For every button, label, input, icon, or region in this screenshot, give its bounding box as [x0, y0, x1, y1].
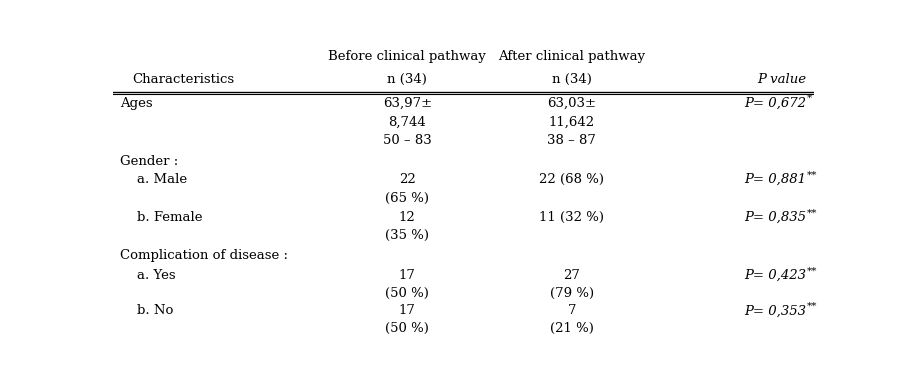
Text: **: ** [805, 171, 816, 180]
Text: 63,03±: 63,03± [547, 97, 596, 109]
Text: P= 0,672: P= 0,672 [744, 97, 805, 109]
Text: P= 0,423: P= 0,423 [744, 269, 805, 282]
Text: 50 – 83: 50 – 83 [383, 133, 431, 147]
Text: 22 (68 %): 22 (68 %) [539, 173, 604, 186]
Text: b. No: b. No [120, 305, 173, 317]
Text: P= 0,835: P= 0,835 [744, 211, 805, 224]
Text: 7: 7 [567, 305, 575, 317]
Text: 63,97±: 63,97± [382, 97, 432, 109]
Text: Ages: Ages [120, 97, 153, 109]
Text: 17: 17 [398, 305, 415, 317]
Text: n (34): n (34) [386, 73, 427, 86]
Text: Before clinical pathway: Before clinical pathway [328, 50, 486, 63]
Text: (50 %): (50 %) [385, 287, 429, 300]
Text: 22: 22 [398, 173, 415, 186]
Text: *: * [805, 94, 811, 103]
Text: 11 (32 %): 11 (32 %) [539, 211, 604, 224]
Text: 38 – 87: 38 – 87 [547, 133, 596, 147]
Text: (21 %): (21 %) [549, 322, 593, 335]
Text: (50 %): (50 %) [385, 322, 429, 335]
Text: (35 %): (35 %) [385, 229, 429, 242]
Text: 17: 17 [398, 269, 415, 282]
Text: a. Yes: a. Yes [120, 269, 175, 282]
Text: P value: P value [757, 73, 805, 86]
Text: (65 %): (65 %) [385, 191, 429, 205]
Text: (79 %): (79 %) [549, 287, 593, 300]
Text: Gender :: Gender : [120, 155, 178, 168]
Text: n (34): n (34) [552, 73, 591, 86]
Text: **: ** [805, 266, 816, 275]
Text: 11,642: 11,642 [548, 115, 594, 128]
Text: 8,744: 8,744 [388, 115, 425, 128]
Text: 12: 12 [398, 211, 415, 224]
Text: **: ** [805, 302, 816, 311]
Text: a. Male: a. Male [120, 173, 187, 186]
Text: After clinical pathway: After clinical pathway [498, 50, 645, 63]
Text: 27: 27 [563, 269, 580, 282]
Text: P= 0,881: P= 0,881 [744, 173, 805, 186]
Text: P= 0,353: P= 0,353 [744, 305, 805, 317]
Text: Characteristics: Characteristics [132, 73, 234, 86]
Text: **: ** [805, 208, 816, 217]
Text: b. Female: b. Female [120, 211, 202, 224]
Text: Complication of disease :: Complication of disease : [120, 249, 288, 262]
